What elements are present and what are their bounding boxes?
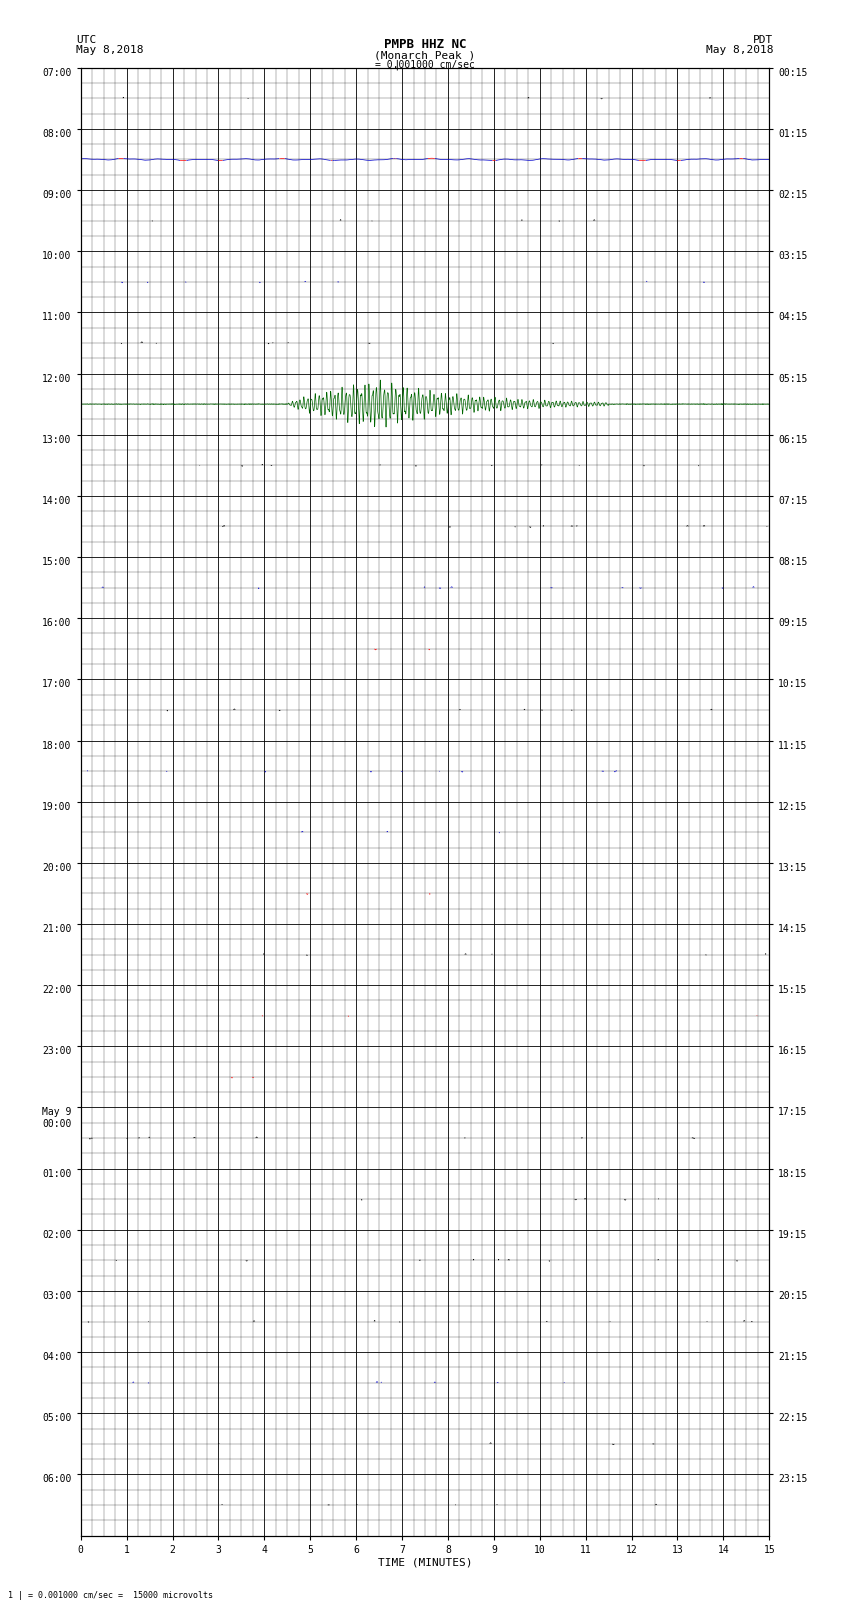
Text: 1 | = 0.001000 cm/sec =  15000 microvolts: 1 | = 0.001000 cm/sec = 15000 microvolts <box>8 1590 213 1600</box>
Text: = 0.001000 cm/sec: = 0.001000 cm/sec <box>375 60 475 71</box>
Text: May 8,2018: May 8,2018 <box>706 45 774 55</box>
Text: (Monarch Peak ): (Monarch Peak ) <box>374 50 476 60</box>
Text: May 8,2018: May 8,2018 <box>76 45 144 55</box>
Text: PMPB HHZ NC: PMPB HHZ NC <box>383 37 467 50</box>
X-axis label: TIME (MINUTES): TIME (MINUTES) <box>377 1558 473 1568</box>
Text: PDT: PDT <box>753 35 774 45</box>
Text: UTC: UTC <box>76 35 97 45</box>
Text: |: | <box>394 60 400 71</box>
